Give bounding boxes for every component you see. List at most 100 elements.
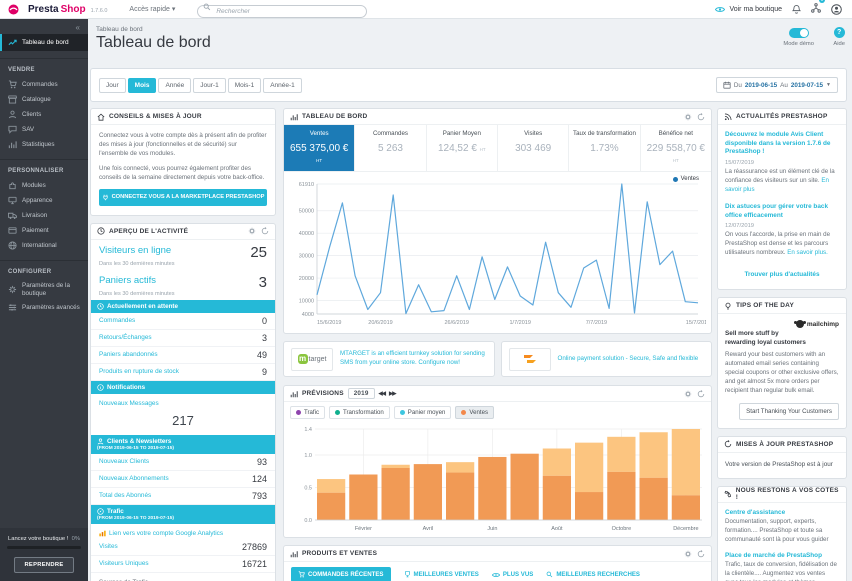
- online-visitors-link[interactable]: Visiteurs en ligne: [99, 245, 171, 256]
- sidebar-item-paiement[interactable]: Paiement: [0, 223, 88, 238]
- period-mois-button[interactable]: Mois: [128, 78, 157, 93]
- period-mois-1-button[interactable]: Mois-1: [228, 78, 262, 93]
- quick-access-menu[interactable]: Accès rapide ▾: [129, 5, 175, 13]
- panier-moyen-dot-icon: [400, 410, 405, 415]
- svg-text:Juin: Juin: [487, 526, 497, 532]
- paniers-abandonnes-link[interactable]: Paniers abandonnés: [99, 351, 158, 358]
- pending-section-header: Actuellement en attente: [91, 300, 275, 313]
- read-more-link[interactable]: En savoir plus.: [787, 249, 828, 256]
- search-input[interactable]: [197, 5, 367, 18]
- retours-link[interactable]: Retours/Échanges: [99, 334, 152, 341]
- tab-commandes-recentes[interactable]: COMMANDES RÉCENTES: [291, 567, 391, 581]
- sidebar-item-catalogue[interactable]: Catalogue: [0, 92, 88, 107]
- bell-icon[interactable]: [792, 4, 801, 14]
- multistore-icon[interactable]: 0: [811, 0, 821, 18]
- sidebar-item-dashboard[interactable]: Tableau de bord: [0, 34, 88, 51]
- version-status: Votre version de PrestaShop est à jour: [718, 453, 846, 478]
- phone-icon: [724, 490, 732, 498]
- prev-year-button[interactable]: ◀◀: [379, 391, 385, 397]
- marketplace-link[interactable]: Place de marché de PrestaShop: [725, 552, 839, 559]
- refresh-icon[interactable]: [697, 550, 705, 558]
- sidebar-item-international[interactable]: International: [0, 238, 88, 253]
- sidebar-item-sav[interactable]: SAV: [0, 122, 88, 137]
- tip-headline: Sell more stuff by rewarding loyal custo…: [725, 330, 811, 348]
- gear-icon[interactable]: [684, 390, 692, 398]
- kpi-panier-moyen[interactable]: Panier Moyen 124,52 € HT: [427, 125, 498, 171]
- help-center-link[interactable]: Centre d'assistance: [725, 509, 839, 516]
- sidebar-collapse-button[interactable]: «: [0, 19, 88, 34]
- legend-panier-moyen[interactable]: Panier moyen: [394, 406, 452, 419]
- demo-mode-toggle[interactable]: [789, 28, 809, 38]
- lightbulb-icon: [724, 302, 732, 310]
- google-analytics-link[interactable]: Lien vers votre compte Google Analytics: [91, 524, 275, 539]
- globe-icon: [8, 241, 17, 250]
- next-year-button[interactable]: ▶▶: [389, 391, 395, 397]
- sidebar-item-livraison[interactable]: Livraison: [0, 208, 88, 223]
- nouveaux-abonnements-link[interactable]: Nouveaux Abonnements: [99, 475, 169, 482]
- year-chip: 2019: [348, 388, 375, 399]
- news-article-link[interactable]: Découvrez le module Avis Client disponib…: [725, 131, 839, 157]
- news-article-link[interactable]: Dix astuces pour gérer votre back office…: [725, 203, 839, 220]
- sidebar-item-modules[interactable]: Modules: [0, 178, 88, 193]
- sidebar-item-statistiques[interactable]: Statistiques: [0, 137, 88, 152]
- gear-icon[interactable]: [684, 550, 692, 558]
- connect-marketplace-button[interactable]: CONNECTEZ VOUS A LA MARKETPLACE PRESTASH…: [99, 189, 267, 206]
- launch-shop-label: Lancez votre boutique !: [8, 536, 68, 542]
- customers-section-header: Clients & Newsletters (FROM 2019-06-15 T…: [91, 435, 275, 454]
- active-carts-link[interactable]: Paniers actifs: [99, 275, 156, 286]
- prestashop-logo[interactable]: PrestaShop 1.7.6.0: [28, 4, 107, 15]
- svg-text:61910: 61910: [299, 182, 314, 188]
- period-jour-1-button[interactable]: Jour-1: [193, 78, 225, 93]
- clock-icon: [97, 303, 104, 310]
- profile-icon[interactable]: [831, 4, 842, 15]
- kpi-ventes[interactable]: Ventes 655 375,00 € HT: [284, 125, 355, 171]
- refresh-icon[interactable]: [697, 113, 705, 121]
- gear-icon[interactable]: [684, 113, 692, 121]
- payment-banner[interactable]: Online payment solution - Secure, Safe a…: [501, 341, 713, 377]
- main-content: Tableau de bord Tableau de bord Mode dém…: [88, 19, 852, 581]
- sidebar-item-parametres-avances[interactable]: Paramètres avancés: [0, 300, 88, 315]
- date-range-picker[interactable]: Du 2019-06-15 Au 2019-07-15 ▼: [716, 77, 838, 93]
- tab-meilleures-recherches[interactable]: MEILLEURES RECHERCHES: [546, 571, 640, 578]
- mtarget-banner[interactable]: m target MTARGET is an efficient turnkey…: [283, 341, 495, 377]
- tip-cta-button[interactable]: Start Thanking Your Customers: [739, 403, 839, 420]
- sidebar-item-clients[interactable]: Clients: [0, 107, 88, 122]
- sales-chart-container: Ventes 400010000200003000040000500006191…: [284, 172, 711, 333]
- view-shop-link[interactable]: Voir ma boutique: [715, 6, 782, 13]
- tab-plus-vus[interactable]: PLUS VUS: [492, 571, 533, 578]
- resume-button[interactable]: REPRENDRE: [14, 557, 73, 573]
- tab-meilleures-ventes[interactable]: MEILLEURES VENTES: [404, 571, 479, 578]
- advice-paragraph: Une fois connecté, vous pourrez égalemen…: [99, 165, 267, 183]
- info-icon: [97, 384, 104, 391]
- refresh-icon[interactable]: [261, 227, 269, 235]
- refresh-icon: [724, 440, 732, 448]
- refresh-icon[interactable]: [697, 390, 705, 398]
- rupture-stock-link[interactable]: Produits en rupture de stock: [99, 368, 179, 375]
- legend-trafic[interactable]: Trafic: [290, 406, 325, 419]
- legend-transformation[interactable]: Transformation: [329, 406, 390, 419]
- gear-icon[interactable]: [248, 227, 256, 235]
- period-annee-button[interactable]: Année: [158, 78, 191, 93]
- svg-text:Avril: Avril: [423, 526, 434, 532]
- help-icon[interactable]: ?: [834, 27, 845, 38]
- period-jour-button[interactable]: Jour: [99, 78, 126, 93]
- period-annee-1-button[interactable]: Année-1: [263, 78, 302, 93]
- visiteurs-uniques-link[interactable]: Visiteurs Uniques: [99, 560, 149, 567]
- new-messages-link[interactable]: Nouveaux Messages: [91, 394, 275, 409]
- kpi-visites[interactable]: Visites 303 469: [498, 125, 569, 171]
- sidebar-item-parametres-boutique[interactable]: Paramètres de la boutique: [0, 279, 88, 300]
- kpi-benefice-net[interactable]: Bénéfice net 229 558,70 € HT: [641, 125, 711, 171]
- nouveaux-clients-link[interactable]: Nouveaux Clients: [99, 458, 149, 465]
- kpi-taux-transformation[interactable]: Taux de transformation 1.73%: [569, 125, 640, 171]
- sidebar-item-commandes[interactable]: Commandes: [0, 77, 88, 92]
- sidebar-item-apparence[interactable]: Apparence: [0, 193, 88, 208]
- kpi-commandes[interactable]: Commandes 5 263: [355, 125, 426, 171]
- svg-text:26/6/2019: 26/6/2019: [444, 320, 468, 326]
- commandes-link[interactable]: Commandes: [99, 317, 135, 324]
- total-abonnes-link[interactable]: Total des Abonnés: [99, 492, 151, 499]
- more-news-link[interactable]: Trouver plus d'actualités: [725, 266, 839, 286]
- legend-ventes[interactable]: Ventes: [455, 406, 494, 419]
- sidebar-section-personnaliser: PERSONNALISER Modules Apparence Livraiso…: [0, 159, 88, 253]
- visites-link[interactable]: Visites: [99, 543, 118, 550]
- svg-text:1/7/2019: 1/7/2019: [509, 320, 530, 326]
